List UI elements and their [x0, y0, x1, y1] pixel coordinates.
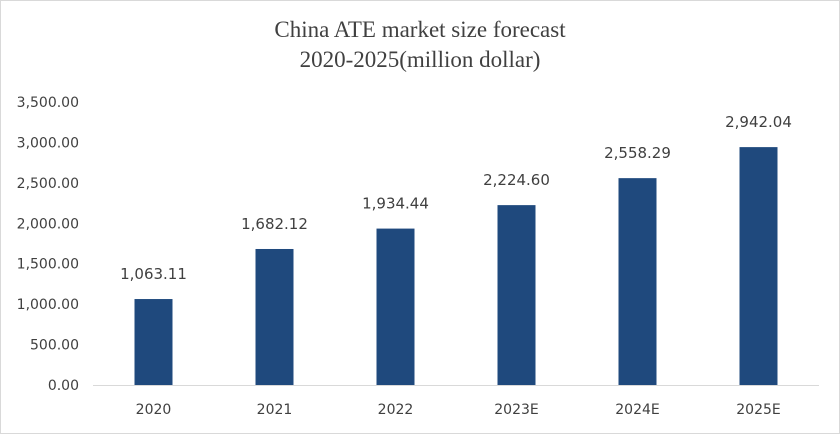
- data-label: 1,934.44: [362, 195, 429, 213]
- x-tick-label: 2022: [378, 402, 414, 418]
- y-tick-label: 1,500.00: [17, 257, 79, 273]
- x-axis-ticks: 2020 2021 2022 2023E 2024E 2025E: [136, 402, 781, 418]
- chart-title-line1: China ATE market size forecast: [274, 17, 566, 42]
- y-tick-label: 0.00: [48, 378, 79, 394]
- y-tick-label: 1,000.00: [17, 297, 79, 313]
- chart-title: China ATE market size forecast 2020-2025…: [1, 15, 839, 75]
- bar: [255, 248, 294, 385]
- bar: [497, 205, 536, 385]
- data-label: 1,063.11: [120, 265, 187, 283]
- y-tick-label: 3,000.00: [17, 135, 79, 151]
- bar: [618, 178, 657, 385]
- chart-title-line2: 2020-2025(million dollar): [299, 47, 541, 72]
- x-tick-label: 2021: [257, 402, 293, 418]
- x-tick-label: 2025E: [736, 402, 780, 418]
- y-tick-label: 3,500.00: [17, 95, 79, 111]
- y-tick-label: 500.00: [30, 338, 79, 354]
- data-label: 2,942.04: [725, 113, 792, 131]
- x-tick-label: 2023E: [494, 402, 538, 418]
- bars: [134, 147, 778, 385]
- y-axis-ticks: 0.00 500.00 1,000.00 1,500.00 2,000.00 2,500.…: [17, 95, 79, 394]
- data-label: 2,558.29: [604, 144, 671, 162]
- data-labels: 1,063.11 1,682.12 1,934.44 2,224.60 2,558.29…: [120, 113, 792, 283]
- y-tick-label: 2,000.00: [17, 216, 79, 232]
- bar: [134, 299, 173, 385]
- x-tick-label: 2024E: [615, 402, 659, 418]
- bar: [739, 147, 778, 385]
- y-tick-label: 2,500.00: [17, 176, 79, 192]
- bar: [376, 228, 415, 385]
- data-label: 1,682.12: [241, 215, 308, 233]
- data-label: 2,224.60: [483, 171, 550, 189]
- x-tick-label: 2020: [136, 402, 172, 418]
